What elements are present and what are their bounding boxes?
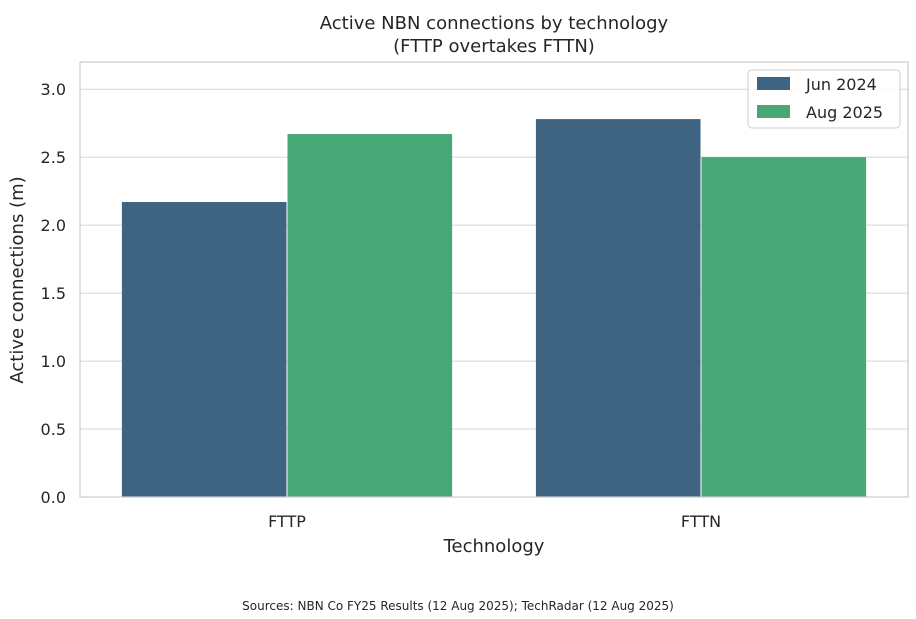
legend-swatch-jun-2024: [757, 77, 790, 90]
chart-title: Active NBN connections by technology: [320, 13, 669, 34]
y-tick-label: 0.0: [41, 488, 66, 507]
x-tick-label: FTTN: [681, 512, 721, 531]
chart-subtitle: (FTTP overtakes FTTN): [393, 36, 595, 57]
y-tick-labels: 0.0 0.5 1.0 1.5 2.0 2.5 3.0: [41, 80, 66, 507]
plot-frame: [79, 61, 909, 498]
bars: [121, 119, 867, 497]
legend: Jun 2024 Aug 2025: [747, 69, 901, 129]
x-axis-label: Technology: [443, 536, 545, 557]
y-tick-label: 2.0: [41, 216, 66, 235]
bar-fttn-jun-2024: [535, 119, 701, 497]
x-tick-labels: FTTP FTTN: [268, 512, 721, 531]
bar-fttp-jun-2024: [121, 202, 287, 497]
legend-label-jun-2024: Jun 2024: [805, 75, 877, 94]
legend-label-aug-2025: Aug 2025: [806, 103, 883, 122]
y-tick-label: 1.5: [41, 284, 66, 303]
y-tick-label: 2.5: [41, 148, 66, 167]
x-tick-label: FTTP: [268, 512, 306, 531]
bar-fttp-aug-2025: [287, 134, 453, 497]
bar-fttn-aug-2025: [701, 157, 867, 497]
y-axis-label: Active connections (m): [7, 176, 28, 383]
source-footnote: Sources: NBN Co FY25 Results (12 Aug 202…: [242, 599, 674, 613]
legend-swatch-aug-2025: [757, 105, 790, 118]
y-tick-label: 0.5: [41, 420, 66, 439]
y-tick-label: 1.0: [41, 352, 66, 371]
y-tick-label: 3.0: [41, 80, 66, 99]
